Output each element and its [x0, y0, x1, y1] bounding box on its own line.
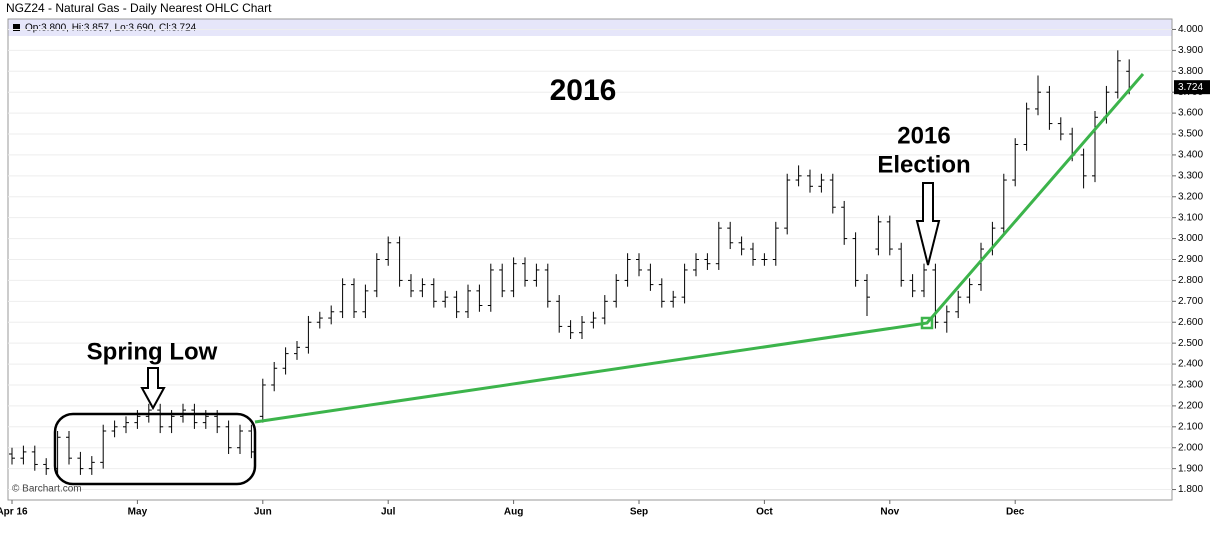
y-tick-label: 2.600 — [1178, 317, 1203, 328]
trend-line — [254, 73, 1145, 424]
y-tick-label: 3.100 — [1178, 212, 1203, 223]
y-tick-label: 2.700 — [1178, 296, 1203, 307]
last-price-badge — [1174, 80, 1210, 95]
x-tick-label: Jul — [381, 507, 396, 518]
x-tick-label: Nov — [880, 507, 899, 518]
arrow — [915, 182, 941, 266]
y-tick-label: 3.900 — [1178, 45, 1203, 56]
y-tick-label: 2.800 — [1178, 275, 1203, 286]
y-tick-label: 4.000 — [1178, 24, 1203, 35]
x-tick-label: Apr 16 — [0, 507, 28, 518]
y-tick-label: 2.000 — [1178, 442, 1203, 453]
last-price-label: 3.724 — [1178, 82, 1203, 93]
y-tick-label: 3.400 — [1178, 150, 1203, 161]
credit: © Barchart.com — [12, 484, 82, 495]
y-tick-label: 2.500 — [1178, 338, 1203, 349]
info-icon — [13, 24, 20, 31]
election-annotation: Election — [877, 151, 970, 178]
x-tick-label: Sep — [630, 507, 648, 518]
year-annotation: 2016 — [550, 74, 617, 107]
x-tick-label: Dec — [1006, 507, 1025, 518]
info-strip — [8, 19, 1172, 36]
spring-annotation: Spring Low — [87, 338, 218, 365]
y-tick-label: 3.800 — [1178, 66, 1203, 77]
election-marker — [920, 316, 934, 330]
y-tick-label: 3.000 — [1178, 233, 1203, 244]
x-tick-label: Oct — [756, 507, 773, 518]
y-tick-label: 3.300 — [1178, 170, 1203, 181]
y-tick-label: 3.500 — [1178, 129, 1203, 140]
y-tick-label: 2.100 — [1178, 421, 1203, 432]
ohlc-label: Op:3.800, Hi:3.857, Lo:3.690, Cl:3.724 — [25, 23, 197, 34]
y-tick-label: 1.900 — [1178, 463, 1203, 474]
x-tick-label: Jun — [254, 507, 272, 518]
chart-title: NGZ24 - Natural Gas - Daily Nearest OHLC… — [6, 1, 272, 15]
y-tick-label: 3.600 — [1178, 108, 1203, 119]
y-tick-label: 2.400 — [1178, 359, 1203, 370]
spring-box — [53, 412, 257, 486]
x-tick-label: May — [128, 507, 148, 518]
election-year-annotation: 2016 — [897, 122, 950, 149]
y-tick-label: 3.200 — [1178, 191, 1203, 202]
y-tick-label: 2.900 — [1178, 254, 1203, 265]
y-tick-label: 2.200 — [1178, 401, 1203, 412]
y-tick-label: 1.800 — [1178, 484, 1203, 495]
x-tick-label: Aug — [504, 507, 523, 518]
y-tick-label: 2.300 — [1178, 380, 1203, 391]
arrow — [140, 367, 166, 411]
